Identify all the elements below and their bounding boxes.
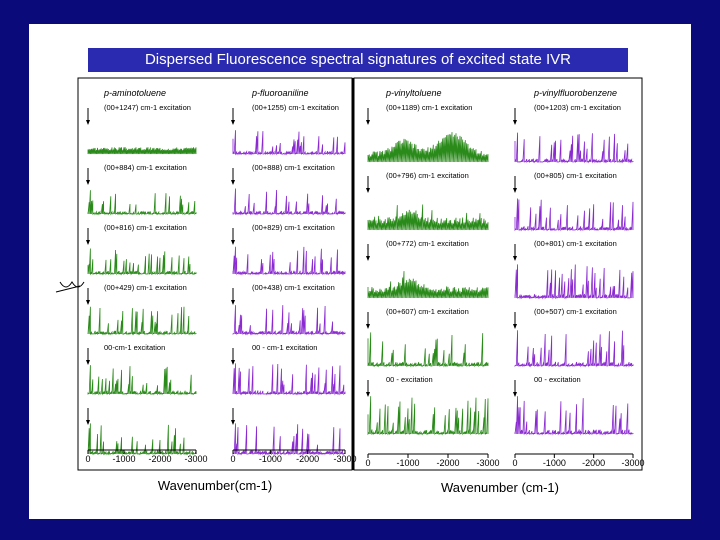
spectrum-trace xyxy=(87,365,197,396)
excitation-label: (00+507) cm-1 excitation xyxy=(534,307,617,316)
excitation-label: (00+772) cm-1 excitation xyxy=(386,239,469,248)
excitation-label: 00 - cm-1 excitation xyxy=(252,343,317,352)
x-tick-label: -1000 xyxy=(543,458,566,468)
excitation-arrowhead-icon xyxy=(86,420,90,425)
x-tick-label: -1000 xyxy=(259,454,282,464)
x-tick-label: -2000 xyxy=(436,458,459,468)
spectrum-trace xyxy=(87,423,197,456)
x-tick-label: -3000 xyxy=(184,454,207,464)
excitation-arrowhead-icon xyxy=(231,300,235,305)
x-tick-label: -2000 xyxy=(582,458,605,468)
excitation-label: (00+429) cm-1 excitation xyxy=(104,283,187,292)
excitation-arrowhead-icon xyxy=(513,324,517,329)
excitation-arrowhead-icon xyxy=(513,188,517,193)
spectrum-trace xyxy=(367,204,489,231)
excitation-arrowhead-icon xyxy=(231,240,235,245)
spectrum-trace xyxy=(367,332,489,368)
spectrum-trace xyxy=(87,306,197,336)
excitation-label: (00+829) cm-1 excitation xyxy=(252,223,335,232)
x-tick-label: -1000 xyxy=(396,458,419,468)
excitation-label: (00+607) cm-1 excitation xyxy=(386,307,469,316)
x-axis-label: Wavenumber(cm-1) xyxy=(158,478,272,493)
x-axis-label: Wavenumber (cm-1) xyxy=(441,480,559,495)
molecule-name-label: p-vinylfluorobenzene xyxy=(533,88,617,98)
spectrum-trace xyxy=(232,246,346,276)
excitation-label: (00+796) cm-1 excitation xyxy=(386,171,469,180)
spectrum-trace xyxy=(514,198,634,232)
excitation-label: (00+1255) cm-1 excitation xyxy=(252,103,339,112)
excitation-arrowhead-icon xyxy=(86,300,90,305)
molecule-name-label: p-aminotoluene xyxy=(103,88,166,98)
excitation-arrowhead-icon xyxy=(231,180,235,185)
excitation-label: (00+888) cm-1 excitation xyxy=(252,163,335,172)
slide-title: Dispersed Fluorescence spectral signatur… xyxy=(88,48,628,72)
excitation-arrowhead-icon xyxy=(86,180,90,185)
x-tick-label: 0 xyxy=(365,458,370,468)
x-tick-label: -1000 xyxy=(112,454,135,464)
excitation-label: (00+816) cm-1 excitation xyxy=(104,223,187,232)
excitation-arrowhead-icon xyxy=(366,324,370,329)
excitation-arrowhead-icon xyxy=(231,120,235,125)
excitation-label: (00+801) cm-1 excitation xyxy=(534,239,617,248)
excitation-label: (00+884) cm-1 excitation xyxy=(104,163,187,172)
spectrum-trace xyxy=(87,147,197,155)
excitation-arrowhead-icon xyxy=(86,120,90,125)
excitation-arrowhead-icon xyxy=(366,256,370,261)
excitation-arrowhead-icon xyxy=(513,256,517,261)
excitation-label: (00+438) cm-1 excitation xyxy=(252,283,335,292)
spectrum-trace xyxy=(232,363,346,396)
molecule-name-label: p-vinyltoluene xyxy=(385,88,442,98)
ivr-arrow-icon xyxy=(55,281,85,293)
excitation-arrowhead-icon xyxy=(366,120,370,125)
x-tick-label: -3000 xyxy=(333,454,356,464)
spectrum-trace xyxy=(232,188,346,216)
spectrum-trace xyxy=(514,330,634,368)
spectrum-trace xyxy=(87,190,197,216)
spectrum-trace xyxy=(232,423,346,456)
x-tick-label: -3000 xyxy=(621,458,644,468)
excitation-arrowhead-icon xyxy=(513,392,517,397)
x-tick-label: -2000 xyxy=(296,454,319,464)
x-tick-label: 0 xyxy=(230,454,235,464)
x-tick-label: 0 xyxy=(85,454,90,464)
excitation-arrowhead-icon xyxy=(231,420,235,425)
x-tick-label: 0 xyxy=(512,458,517,468)
x-tick-label: -3000 xyxy=(476,458,499,468)
spectrum-trace xyxy=(87,248,197,276)
excitation-label: 00 - excitation xyxy=(386,375,433,384)
molecule-name-label: p-fluoroaniline xyxy=(251,88,309,98)
spectrum-trace xyxy=(232,305,346,336)
spectrum-trace xyxy=(514,132,634,164)
excitation-arrowhead-icon xyxy=(86,240,90,245)
spectrum-trace xyxy=(367,396,489,436)
excitation-arrowhead-icon xyxy=(86,360,90,365)
spectrum-trace xyxy=(514,396,634,436)
excitation-label: 00-cm-1 excitation xyxy=(104,343,165,352)
excitation-label: (00+805) cm-1 excitation xyxy=(534,171,617,180)
spectrum-trace xyxy=(367,271,489,299)
spectrum-trace xyxy=(232,130,346,156)
excitation-label: (00+1203) cm-1 excitation xyxy=(534,103,621,112)
excitation-arrowhead-icon xyxy=(231,360,235,365)
spectrum-trace xyxy=(514,264,634,300)
spectrum-trace xyxy=(367,132,489,163)
excitation-arrowhead-icon xyxy=(366,188,370,193)
excitation-arrowhead-icon xyxy=(366,392,370,397)
excitation-arrowhead-icon xyxy=(513,120,517,125)
excitation-label: (00+1189) cm-1 excitation xyxy=(386,103,472,112)
excitation-label: 00 - excitation xyxy=(534,375,581,384)
excitation-label: (00+1247) cm-1 excitation xyxy=(104,103,191,112)
right-figure-frame xyxy=(353,77,643,471)
x-tick-label: -2000 xyxy=(148,454,171,464)
